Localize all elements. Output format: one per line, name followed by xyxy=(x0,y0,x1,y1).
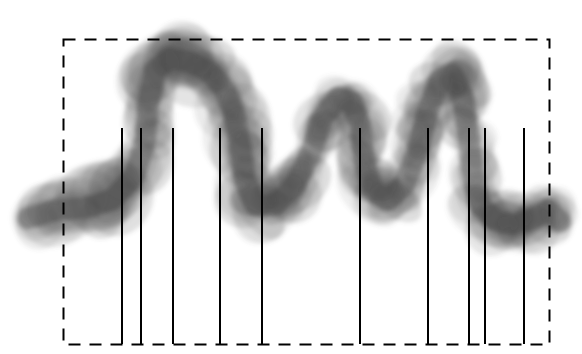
blurred-ink-trace xyxy=(11,20,578,257)
dashed-frame xyxy=(62,38,551,346)
vertical-lines xyxy=(121,128,525,344)
